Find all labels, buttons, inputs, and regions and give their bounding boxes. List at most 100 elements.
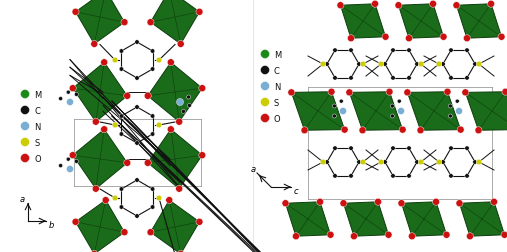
Circle shape (372, 1, 379, 8)
Circle shape (20, 90, 29, 99)
Circle shape (436, 160, 442, 165)
Circle shape (175, 185, 183, 193)
Circle shape (491, 199, 497, 205)
Circle shape (20, 106, 29, 115)
Circle shape (415, 160, 419, 165)
Circle shape (261, 50, 270, 59)
Circle shape (448, 115, 452, 118)
Circle shape (59, 97, 62, 101)
Circle shape (449, 174, 453, 178)
Circle shape (66, 166, 74, 173)
Circle shape (455, 100, 459, 104)
Circle shape (72, 9, 79, 16)
Circle shape (188, 104, 192, 108)
Circle shape (448, 105, 452, 109)
Circle shape (282, 200, 289, 207)
Circle shape (382, 34, 389, 41)
Circle shape (333, 76, 337, 81)
Circle shape (91, 250, 98, 252)
Circle shape (119, 50, 124, 54)
Circle shape (124, 93, 131, 100)
Circle shape (144, 93, 151, 100)
Circle shape (135, 77, 139, 81)
Circle shape (391, 49, 395, 53)
Circle shape (135, 141, 139, 146)
Circle shape (418, 62, 424, 68)
Circle shape (501, 231, 507, 238)
Polygon shape (408, 92, 461, 131)
Circle shape (455, 108, 462, 115)
Circle shape (261, 82, 270, 91)
Polygon shape (76, 0, 124, 45)
Circle shape (386, 89, 393, 96)
Circle shape (359, 127, 366, 134)
Polygon shape (465, 92, 507, 131)
Circle shape (349, 76, 353, 81)
Circle shape (449, 76, 453, 81)
Circle shape (119, 114, 124, 119)
Polygon shape (402, 202, 447, 236)
Text: N: N (274, 82, 280, 91)
Circle shape (347, 36, 354, 43)
Circle shape (333, 105, 336, 109)
Polygon shape (285, 202, 331, 236)
Circle shape (121, 229, 128, 236)
Circle shape (135, 41, 139, 45)
Circle shape (199, 152, 206, 159)
Circle shape (456, 200, 463, 207)
Circle shape (101, 59, 107, 67)
Circle shape (475, 127, 482, 134)
Circle shape (337, 3, 344, 10)
Circle shape (466, 233, 474, 240)
Circle shape (293, 233, 300, 240)
Circle shape (397, 108, 405, 115)
Circle shape (409, 233, 415, 240)
Polygon shape (148, 130, 202, 189)
Circle shape (333, 49, 337, 53)
Circle shape (406, 36, 413, 43)
Circle shape (462, 89, 469, 97)
Polygon shape (343, 202, 388, 236)
Circle shape (301, 127, 308, 134)
Circle shape (476, 160, 482, 165)
Circle shape (187, 96, 191, 100)
Polygon shape (76, 200, 124, 252)
Circle shape (72, 218, 79, 225)
Text: a: a (19, 195, 24, 204)
Circle shape (91, 41, 98, 48)
Circle shape (288, 89, 295, 97)
Circle shape (135, 214, 139, 218)
Circle shape (119, 68, 124, 72)
Circle shape (488, 1, 494, 8)
Circle shape (151, 132, 155, 137)
Text: b: b (48, 220, 54, 230)
Circle shape (449, 146, 453, 151)
Circle shape (135, 105, 139, 110)
Polygon shape (151, 200, 199, 252)
Polygon shape (73, 130, 127, 189)
Circle shape (151, 50, 155, 54)
Circle shape (75, 93, 79, 97)
Polygon shape (399, 5, 444, 39)
Circle shape (167, 126, 174, 133)
Circle shape (340, 108, 346, 115)
Circle shape (66, 91, 70, 95)
Circle shape (196, 218, 203, 225)
Text: C: C (34, 106, 40, 115)
Circle shape (325, 160, 329, 165)
Circle shape (349, 49, 353, 53)
Circle shape (20, 122, 29, 131)
Circle shape (316, 199, 323, 205)
Circle shape (383, 160, 387, 165)
Circle shape (449, 49, 453, 53)
Text: M: M (34, 90, 41, 99)
Circle shape (333, 174, 337, 178)
Circle shape (20, 154, 29, 163)
Circle shape (339, 100, 343, 104)
Circle shape (135, 178, 139, 182)
Circle shape (92, 185, 99, 193)
Circle shape (391, 174, 395, 178)
Circle shape (375, 199, 382, 205)
Polygon shape (456, 5, 501, 39)
Circle shape (151, 68, 155, 72)
